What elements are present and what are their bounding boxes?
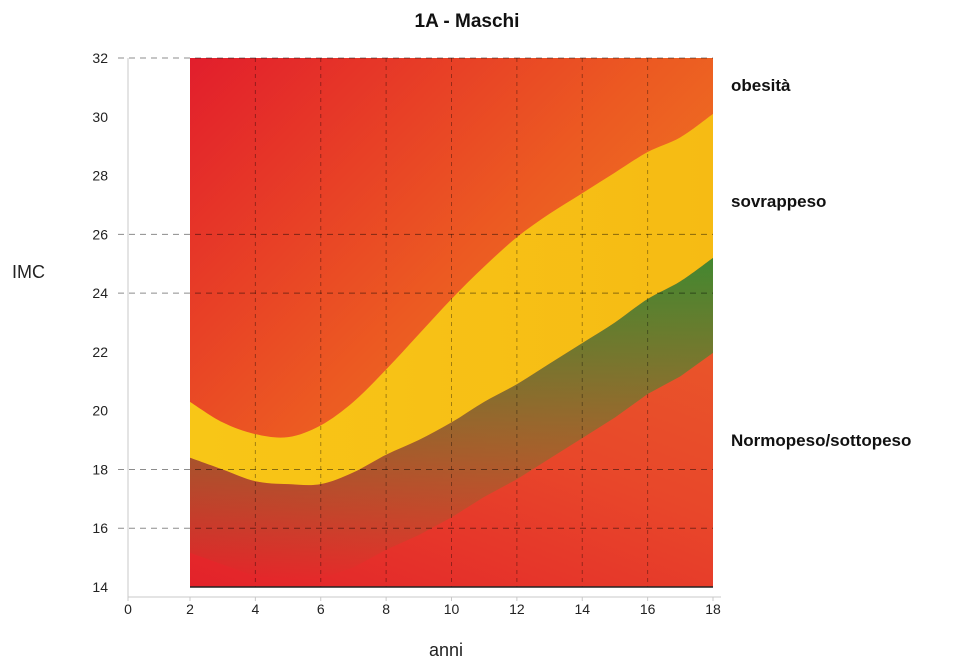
y-tick-label: 16 xyxy=(92,520,108,536)
y-axis-label: IMC xyxy=(12,262,45,282)
x-tick-label: 12 xyxy=(509,601,525,617)
y-tick-label: 28 xyxy=(92,168,108,184)
x-tick-label: 18 xyxy=(705,601,721,617)
x-tick-label: 6 xyxy=(317,601,325,617)
x-tick-label: 8 xyxy=(382,601,390,617)
label-sovrappeso: sovrappeso xyxy=(731,192,826,211)
x-tick-label: 4 xyxy=(251,601,259,617)
chart-title: 1A - Maschi xyxy=(415,11,520,32)
plot-area xyxy=(190,58,713,587)
x-tick-label: 0 xyxy=(124,601,132,617)
y-tick-label: 24 xyxy=(92,285,108,301)
x-tick-label: 2 xyxy=(186,601,194,617)
x-tick-label: 16 xyxy=(640,601,656,617)
x-tick-label: 14 xyxy=(574,601,590,617)
x-axis-label: anni xyxy=(429,640,463,660)
y-tick-label: 18 xyxy=(92,461,108,477)
y-tick-label: 26 xyxy=(92,226,108,242)
x-tick-label: 10 xyxy=(444,601,460,617)
grid xyxy=(118,57,713,587)
y-tick-label: 14 xyxy=(92,579,108,595)
y-tick-label: 30 xyxy=(92,109,108,125)
y-tick-label: 32 xyxy=(92,50,108,66)
label-normopeso: Normopeso/sottopeso xyxy=(731,431,911,450)
normal-boundary-glow xyxy=(190,257,713,580)
y-tick-label: 22 xyxy=(92,344,108,360)
y-tick-label: 20 xyxy=(92,403,108,419)
label-obesita: obesità xyxy=(731,76,791,95)
